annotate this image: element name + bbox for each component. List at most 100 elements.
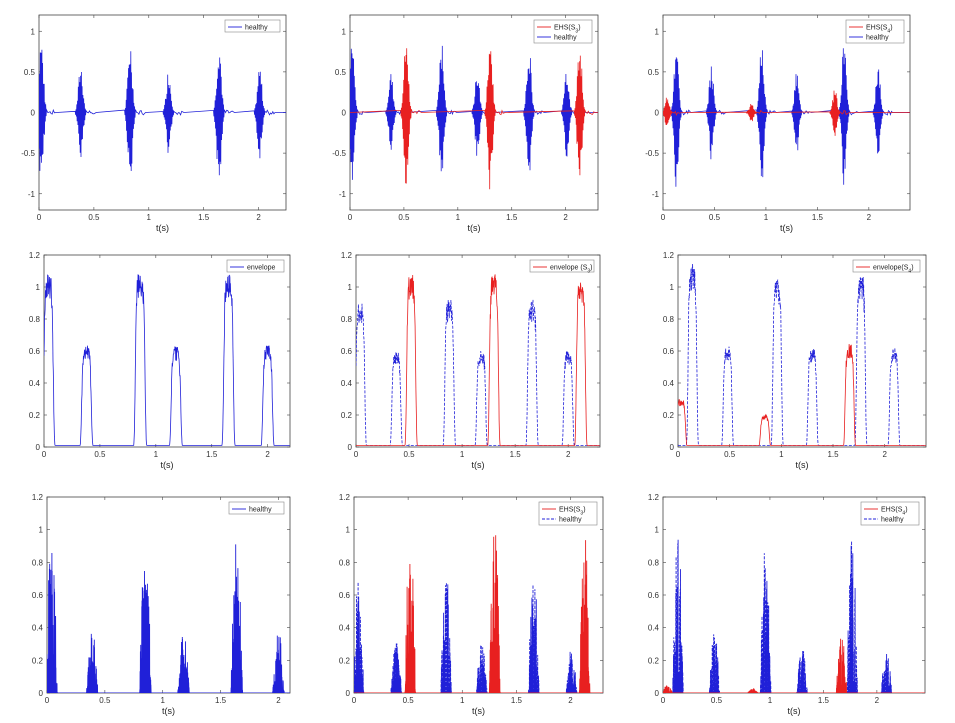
axes-box [355, 254, 601, 448]
chart-p6: 0 0.2 0.4 0.6 0.8 1 1.2 0 0.5 1 1.5 2 t(s) envelope(S… [663, 251, 927, 470]
y-tick-label: 0 [39, 689, 44, 698]
legend-label: healthy [249, 507, 272, 514]
y-tick-label: 1 [36, 283, 41, 292]
y-tick-label: 0.6 [341, 347, 353, 356]
legend-label: healthy [881, 517, 904, 524]
x-axis-label: t(s) [468, 223, 481, 233]
y-tick-label: 0.6 [339, 591, 351, 600]
x-tick-label: 2 [566, 450, 571, 459]
y-tick-label: 0.6 [648, 591, 660, 600]
axes-box [46, 496, 291, 694]
y-tick-label: 0 [655, 689, 660, 698]
x-tick-label: 1 [147, 213, 152, 222]
legend: healthy [228, 501, 285, 515]
legend-label: healthy [554, 35, 577, 42]
legend: EHS(S3)healthy [538, 501, 598, 526]
legend-label: healthy [559, 517, 582, 524]
x-tick-label: 0.5 [88, 213, 100, 222]
x-tick-label: 1.5 [506, 213, 518, 222]
x-tick-label: 0.5 [403, 450, 415, 459]
y-tick-label: 0.2 [663, 411, 675, 420]
axes-box [677, 254, 927, 448]
legend-box [852, 259, 921, 273]
x-tick-label: 0 [676, 450, 681, 459]
x-axis-label: t(s) [472, 706, 485, 716]
x-tick-label: 0.5 [398, 213, 410, 222]
x-tick-label: 1.5 [827, 450, 839, 459]
x-tick-label: 0.5 [709, 213, 721, 222]
legend-label: EHS(S4) [866, 25, 893, 35]
y-tick-label: 0 [342, 109, 347, 118]
y-tick-label: 0.2 [29, 411, 41, 420]
legend-label: envelope [247, 265, 276, 272]
x-tick-label: 0.5 [99, 696, 111, 705]
x-tick-label: 1.5 [206, 450, 218, 459]
chart-p7: 0 0.2 0.4 0.6 0.8 1 1.2 0 0.5 1 1.5 2 t(s) healthy [32, 493, 291, 716]
x-tick-label: 2 [265, 450, 270, 459]
x-tick-label: 2 [568, 696, 573, 705]
y-tick-label: 0.2 [339, 656, 351, 665]
legend-box [228, 501, 285, 515]
y-tick-label: 0.2 [32, 656, 44, 665]
legend-box [224, 19, 281, 33]
x-tick-label: 1 [460, 450, 465, 459]
series-healthy [663, 48, 910, 187]
axes-box [662, 496, 926, 694]
x-tick-label: 1.5 [511, 696, 523, 705]
legend: envelope [226, 259, 285, 273]
series-group [678, 263, 926, 446]
x-tick-label: 2 [256, 213, 261, 222]
legend-box [529, 259, 595, 273]
x-axis-label: t(s) [788, 706, 801, 716]
y-tick-label: 0.6 [32, 591, 44, 600]
legend-label: envelope(S4) [873, 265, 914, 275]
series-envelope-s3- [356, 274, 600, 446]
y-tick-label: 0 [655, 109, 660, 118]
x-tick-label: 2 [875, 696, 880, 705]
y-tick-label: 0.5 [335, 68, 347, 77]
series-group [39, 49, 286, 176]
y-tick-label: 1.2 [341, 251, 353, 260]
x-tick-label: 1 [779, 450, 784, 459]
x-tick-label: 1 [154, 450, 159, 459]
series-group [356, 274, 600, 446]
y-tick-label: 0.8 [339, 558, 351, 567]
y-tick-label: 0.2 [341, 411, 353, 420]
y-tick-label: 0.8 [29, 315, 41, 324]
y-tick-label: 0.4 [29, 379, 41, 388]
y-tick-label: -0.5 [645, 149, 659, 158]
series-ehs-s4- [663, 90, 910, 136]
x-tick-label: 2 [867, 213, 872, 222]
y-tick-label: 0.8 [341, 315, 353, 324]
x-axis-label: t(s) [161, 460, 174, 470]
series-group [354, 535, 603, 693]
series-envelope [44, 274, 290, 446]
legend-label: EHS(S3) [554, 25, 581, 35]
x-tick-label: 1.5 [812, 213, 824, 222]
x-tick-label: 0.5 [724, 450, 736, 459]
legend-label: EHS(S4) [881, 507, 908, 517]
legend-label: EHS(S3) [559, 507, 586, 517]
x-tick-label: 1.5 [215, 696, 227, 705]
y-tick-label: 1 [39, 526, 44, 535]
x-axis-label: t(s) [162, 706, 175, 716]
x-tick-label: 0 [661, 696, 666, 705]
y-tick-label: 0 [36, 443, 41, 452]
series-envelope-s4- [678, 344, 926, 446]
y-tick-label: 1.2 [29, 251, 41, 260]
y-tick-label: 0 [31, 109, 36, 118]
legend-label: healthy [245, 25, 268, 32]
legend-label: healthy [866, 35, 889, 42]
x-tick-label: 2 [882, 450, 887, 459]
x-tick-label: 1 [456, 213, 461, 222]
x-tick-label: 1 [768, 696, 773, 705]
x-tick-label: 0 [661, 213, 666, 222]
y-tick-label: -0.5 [332, 149, 346, 158]
y-tick-label: 0.2 [648, 656, 660, 665]
x-tick-label: 0 [45, 696, 50, 705]
x-tick-label: 1.5 [818, 696, 830, 705]
y-tick-label: 0.4 [339, 624, 351, 633]
y-tick-label: 0.8 [663, 315, 675, 324]
legend: EHS(S4)healthy [860, 501, 920, 526]
x-tick-label: 0.5 [403, 696, 415, 705]
